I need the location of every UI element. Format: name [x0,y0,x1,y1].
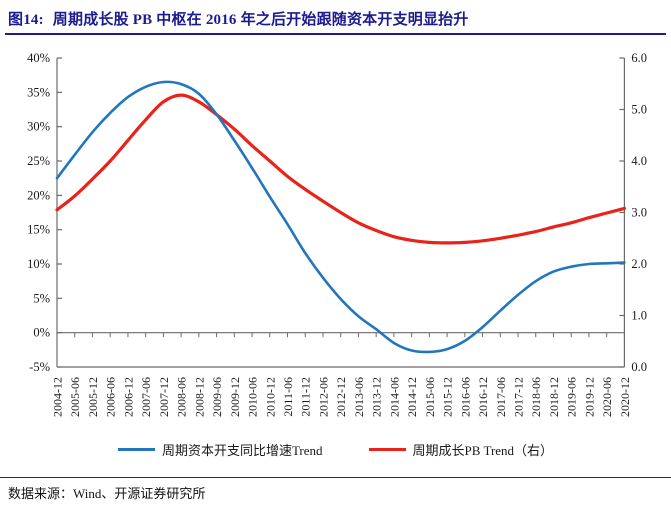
series-line-capex-trend [55,80,626,354]
x-axis-tick-label: 2010-06 [246,377,260,417]
x-axis-tick-label: 2020-12 [618,377,632,417]
x-axis-tick-label: 2016-06 [458,377,472,417]
x-axis-tick-label: 2012-06 [316,377,330,417]
x-axis-tick-label: 2006-12 [121,377,135,417]
left-axis-tick-label: 5% [33,291,50,305]
left-axis-tick-label: 10% [27,257,50,271]
x-axis-tick-label: 2007-06 [139,377,153,417]
legend-label-capex: 周期资本开支同比增速Trend [161,443,323,458]
series-line-pb-trend [55,93,626,245]
left-axis-tick-label: 30% [27,120,50,134]
x-axis-tick-label: 2008-06 [175,377,189,417]
x-axis-tick-label: 2005-06 [68,377,82,417]
x-axis-tick-label: 2013-06 [352,377,366,417]
right-axis-tick-label: 3.0 [631,206,647,220]
left-axis-tick-label: -5% [29,360,50,374]
left-axis-tick-label: 20% [27,188,50,202]
x-axis-tick-label: 2009-12 [228,377,242,417]
data-source: 数据来源：Wind、开源证券研究所 [8,483,205,502]
figure-title-text: 周期成长股 PB 中枢在 2016 年之后开始跟随资本开支明显抬升 [52,12,469,28]
x-axis-tick-label: 2014-06 [387,377,401,417]
x-axis-tick-label: 2020-06 [600,377,614,417]
x-axis-tick-label: 2007-12 [157,377,171,417]
x-axis-tick-label: 2009-06 [210,377,224,417]
x-axis-tick-label: 2005-12 [86,377,100,417]
legend-item-pb: 周期成长PB Trend（右） [368,440,554,459]
x-axis-tick-label: 2017-06 [494,377,508,417]
x-axis-tick-label: 2012-12 [334,377,348,417]
footer-divider [0,477,671,478]
figure-title: 图14: 周期成长股 PB 中枢在 2016 年之后开始跟随资本开支明显抬升 [8,8,469,29]
legend-label-pb: 周期成长PB Trend（右） [412,443,554,458]
x-axis-tick-label: 2019-12 [582,377,596,417]
x-axis-tick-label: 2004-12 [51,377,65,417]
right-axis-tick-label: 5.0 [631,103,647,117]
dual-axis-line-chart: 40% 35% 30% 25% 20% 15% 10% 5% 0% -5% 6.0 5.0 4.0 3.0… [27,51,647,417]
x-axis-tick-label: 2018-06 [529,377,543,417]
left-axis-tick-label: 35% [27,85,50,99]
legend-line-red [368,448,406,451]
chart-legend: 周期资本开支同比增速Trend 周期成长PB Trend（右） [0,440,671,459]
data-source-value: Wind、开源证券研究所 [73,486,206,501]
x-axis-tick-label: 2011-06 [281,377,295,417]
x-axis-tick-label: 2014-12 [405,377,419,417]
left-axis-tick-label: 15% [27,223,50,237]
right-axis-tick-label: 2.0 [631,257,647,271]
legend-item-capex: 周期资本开支同比增速Trend [117,440,323,459]
x-axis-tick-label: 2013-12 [370,377,384,417]
figure-number: 图14: [8,12,44,28]
x-axis-tick-label: 2011-12 [299,377,313,417]
right-axis-tick-label: 4.0 [631,154,647,168]
x-axis-tick-label: 2006-06 [104,377,118,417]
legend-line-blue [117,448,155,451]
x-axis-tick-label: 2015-06 [423,377,437,417]
right-axis-tick-label: 6.0 [631,51,647,65]
x-axis-tick-label: 2018-12 [547,377,561,417]
x-axis-tick-label: 2016-12 [476,377,490,417]
left-axis-tick-label: 0% [33,326,50,340]
x-axis-tick-label: 2019-06 [565,377,579,417]
x-axis-tick-label: 2010-12 [263,377,277,417]
data-source-label: 数据来源： [8,486,74,501]
x-axis-tick-label: 2015-12 [441,377,455,417]
right-axis-tick-label: 0.0 [631,360,647,374]
left-axis-tick-label: 40% [27,51,50,65]
title-divider [5,33,666,35]
right-axis-tick-label: 1.0 [631,309,647,323]
x-axis-tick-label: 2008-12 [192,377,206,417]
left-axis-tick-label: 25% [27,154,50,168]
x-axis-tick-label: 2017-12 [512,377,526,417]
